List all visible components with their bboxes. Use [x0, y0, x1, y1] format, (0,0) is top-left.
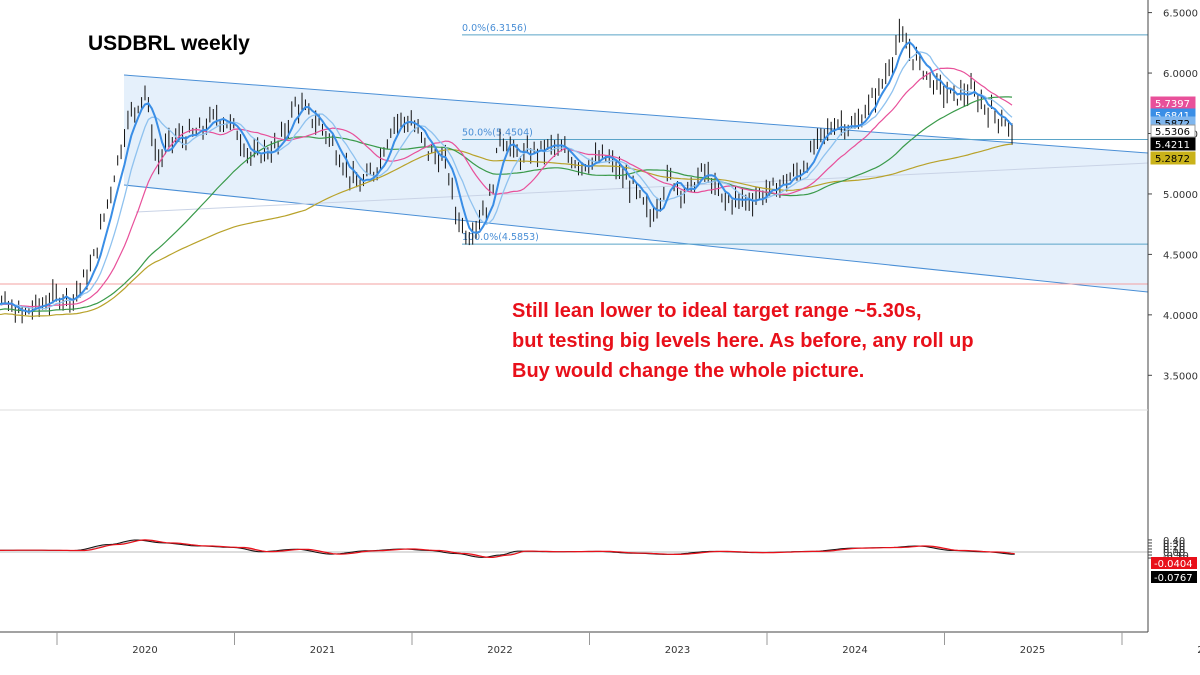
- ma-olive-line: [0, 143, 1013, 317]
- ma-lightblue-line: [0, 51, 1013, 310]
- price-tag-label: 5.4211: [1155, 140, 1190, 151]
- x-tick-label: 2022: [487, 645, 512, 656]
- y-tick-label: 6.5000: [1163, 9, 1198, 20]
- y-tick-label: 4.0000: [1163, 311, 1198, 322]
- oscillator-tick-label: 0.30: [1163, 539, 1185, 550]
- oscillator-tag-label: -0.0404: [1154, 559, 1193, 570]
- fib-level-label: 0.0%(6.3156): [462, 23, 527, 34]
- x-tick-label: 2025: [1020, 645, 1045, 656]
- annotation-line-2: but testing big levels here. As before, …: [512, 330, 974, 352]
- oscillator-tag-box: [1151, 571, 1197, 583]
- ma-blue-line: [0, 40, 1013, 314]
- oscillator-tick-label: 0.00: [1163, 548, 1185, 559]
- price-tag-label: 5.7397: [1155, 99, 1190, 110]
- price-tag-box: [1150, 137, 1196, 151]
- price-tag-box: [1150, 151, 1196, 165]
- fib-level-label: 50.0%(5.4504): [462, 127, 533, 138]
- y-tick-label: 6.0000: [1163, 69, 1198, 80]
- oscillator-slow-line: [0, 539, 1015, 558]
- x-tick-label: 2024: [842, 645, 867, 656]
- oscillator-tag-box: [1151, 557, 1197, 569]
- x-tick-label: 2021: [310, 645, 335, 656]
- y-tick-label: 4.5000: [1163, 250, 1198, 261]
- y-tick-label: 3.5000: [1163, 371, 1198, 382]
- oscillator-fast-line: [0, 539, 1015, 558]
- annotation-line-3: Buy would change the whole picture.: [512, 360, 865, 382]
- ma-green-line: [0, 96, 1013, 313]
- oscillator-tick-label: -0.10: [1163, 551, 1189, 562]
- price-tag-box: [1150, 124, 1196, 138]
- oscillator-tick-label: 0.10: [1163, 545, 1185, 556]
- channel-lower-line: [123, 184, 1149, 293]
- x-tick-label: 2026: [1197, 645, 1200, 656]
- annotation-line-1: Still lean lower to ideal target range ~…: [512, 300, 922, 322]
- fib-level-label: 100.0%(4.5853): [462, 232, 539, 243]
- ma-pink-line: [0, 67, 1013, 308]
- x-tick-label: 2023: [665, 645, 690, 656]
- oscillator-tick-label: 0.20: [1163, 542, 1185, 553]
- price-tag-label: 5.2872: [1155, 154, 1190, 165]
- oscillator-tick-label: 0.40: [1163, 536, 1185, 547]
- channel-upper-line: [123, 74, 1149, 154]
- chart-title: USDBRL weekly: [88, 32, 250, 55]
- x-tick-label: 2020: [132, 645, 157, 656]
- price-tag-label: 5.5306: [1155, 127, 1190, 138]
- oscillator-tag-label: -0.0767: [1154, 573, 1193, 584]
- price-bars: [1, 18, 1013, 324]
- y-tick-label: 5.0000: [1163, 190, 1198, 201]
